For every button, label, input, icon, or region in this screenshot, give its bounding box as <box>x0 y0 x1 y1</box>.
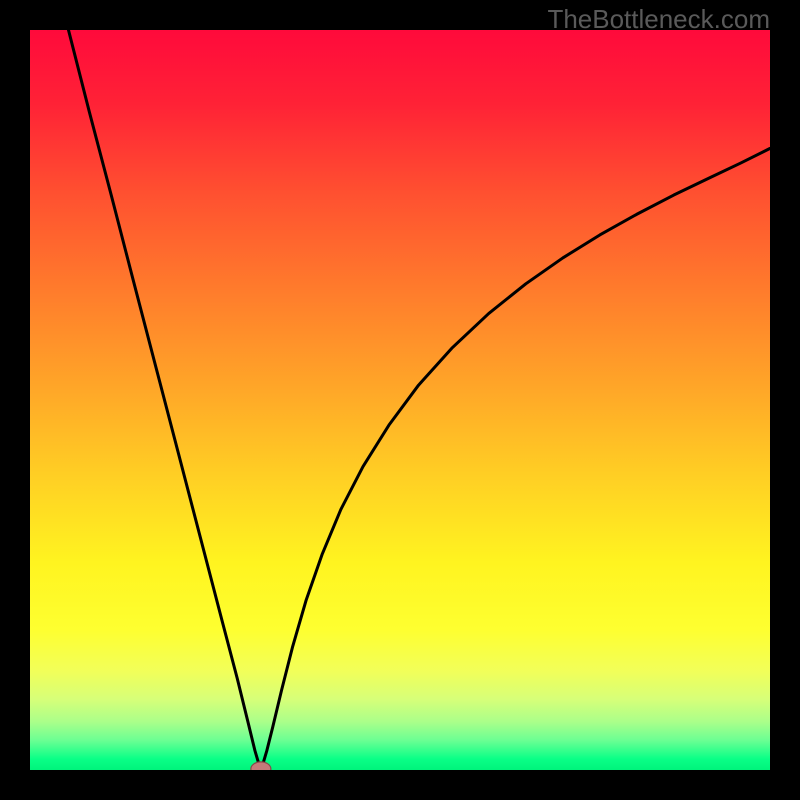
chart-svg <box>30 30 770 770</box>
watermark-text: TheBottleneck.com <box>547 4 770 35</box>
chart-plot-area <box>30 30 770 770</box>
chart-background <box>30 30 770 770</box>
